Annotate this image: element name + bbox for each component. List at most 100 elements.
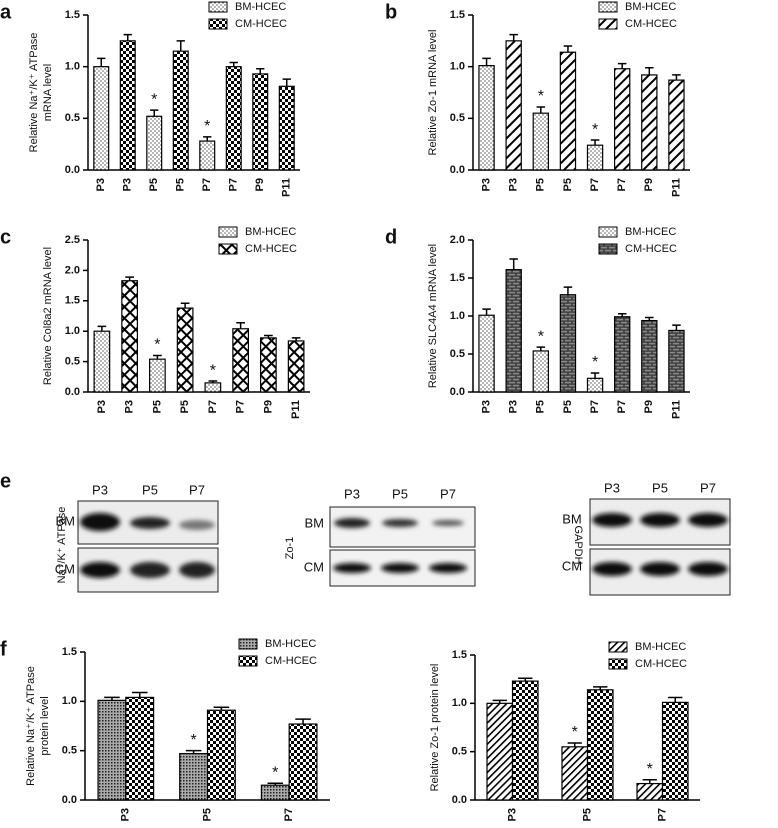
error-bar [590,372,600,379]
x-tick-label: P3 [480,400,492,413]
panel-letter: e [0,470,11,492]
significance-mark: * [572,724,578,741]
x-tick-label: P3 [506,808,518,821]
bar [146,115,163,171]
bar [586,689,614,801]
y-tick-label: 0.0 [450,164,465,176]
panel-letter: b [385,1,397,23]
blot-y-label: Zo-1 [284,537,296,560]
error-bar [125,276,134,281]
lane-label: P5 [392,486,408,501]
y-tick-label: 0.0 [65,386,80,398]
x-tick-label: P5 [581,808,593,821]
legend-swatch [208,1,228,13]
legend-swatch [598,243,618,255]
y-tick-label: 1.0 [450,61,465,73]
row-label: BM [305,515,325,530]
legend-label: BM-HCEC [245,226,296,238]
y-axis-label: Relative Zo-1 mRNA level [427,30,439,156]
lane-label: P7 [189,482,205,497]
y-tick-label: 1.0 [65,61,80,73]
legend-swatch [238,638,258,650]
y-axis-label: protein level [39,696,51,755]
error-bar [236,321,245,329]
y-tick-label: 1.5 [452,649,467,661]
legend-label: CM-HCEC [235,18,287,30]
lane-label: P3 [604,480,620,495]
error-bar [264,334,273,338]
error-bar [492,699,507,704]
lane-label: P5 [652,480,668,495]
significance-mark: * [204,118,210,135]
error-bar [590,139,600,146]
y-tick-label: 0.5 [450,112,465,124]
x-tick-label: P5 [148,178,160,191]
y-tick-label: 2.0 [65,264,80,276]
bar [260,784,290,801]
bar [532,350,550,393]
x-tick-label: P5 [535,400,547,413]
x-tick-label: P7 [616,400,628,413]
row-label: CM [55,561,75,576]
legend-label: BM-HCEC [235,1,286,13]
legend-swatch [598,226,618,238]
bar-chart: 0.0 0.5 1.0 1.5 Relative Na⁺/K⁺ ATPase protei… [0,638,330,821]
error-bar [617,62,627,69]
y-tick-label: 1.5 [450,9,465,21]
error-bar [213,706,230,711]
error-bar [295,718,311,725]
y-tick-label: 0.0 [62,794,77,806]
y-tick-label: 0.5 [62,745,77,757]
bar [586,144,604,171]
y-tick-label: 1.5 [65,295,80,307]
y-tick-label: 1.0 [62,695,77,707]
bar-chart: 0.0 0.5 1.0 1.5 Relative Na⁺/K⁺ ATPase mRNA l… [0,1,300,197]
bands [80,513,215,578]
error-bar [668,696,683,703]
bar [97,699,127,801]
bar [206,709,236,801]
bar [505,269,522,393]
x-tick-label: P11 [670,178,682,197]
bar-chart: 0.0 0.5 1.0 1.5 Relative Zo-1 protein level P… [429,641,700,821]
y-tick-label: 0.0 [65,164,80,176]
legend-label: CM-HCEC [635,658,687,670]
error-bar [229,61,238,67]
x-tick-label: P5 [201,808,213,821]
bar [252,73,269,171]
bar [287,340,305,393]
bar [478,65,495,171]
x-tick-label: P7 [283,808,295,821]
y-tick-label: 1.0 [450,310,465,322]
bar [93,66,110,171]
x-tick-label: P9 [254,178,266,191]
y-axis-label: Relative Na⁺/K⁺ ATPase [28,33,40,153]
x-tick-label: P9 [643,178,655,191]
x-tick-label: P3 [480,178,492,191]
x-tick-label: P7 [207,400,219,413]
error-bar [518,677,533,682]
panel-letter: d [385,226,397,248]
bar [288,723,318,801]
y-axis-label: Relative Zo-1 protein level [429,664,441,792]
x-tick-label: P3 [122,178,134,191]
y-tick-label: 1.5 [65,9,80,21]
legend-label: BM-HCEC [265,638,316,650]
error-bar [482,308,491,316]
bar [532,112,550,171]
y-tick-label: 0.0 [452,794,467,806]
x-tick-label: P7 [201,178,213,191]
error-bar [256,67,265,74]
x-tick-label: P5 [535,178,547,191]
x-tick-label: P5 [151,400,163,413]
significance-mark: * [538,88,544,105]
error-bar [185,749,202,754]
legend-swatch [218,226,238,238]
x-tick-label: P7 [656,808,668,821]
x-tick-label: P7 [616,178,628,191]
x-tick-label: P5 [562,178,574,191]
panel-letter: f [0,638,7,660]
y-axis-label: mRNA level [42,64,54,121]
x-tick-label: P3 [120,808,132,821]
